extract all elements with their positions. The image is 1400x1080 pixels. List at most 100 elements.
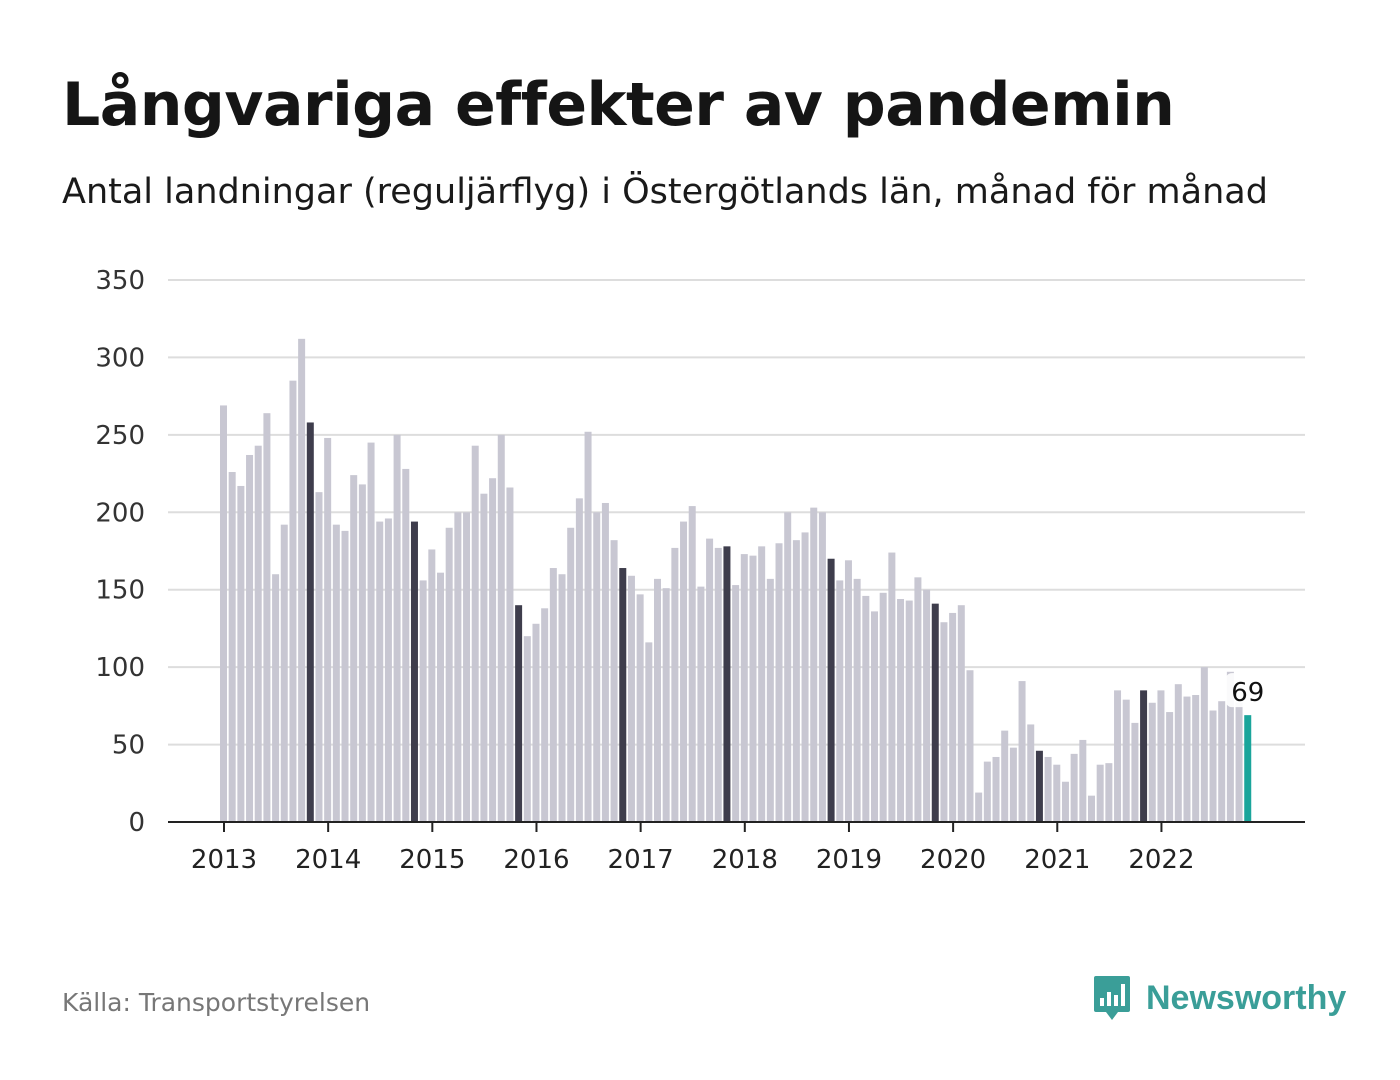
bar bbox=[1166, 712, 1174, 822]
bar bbox=[298, 338, 306, 822]
bar bbox=[1192, 695, 1200, 822]
bar-latest bbox=[1244, 715, 1252, 822]
bar bbox=[966, 670, 974, 822]
bar bbox=[272, 574, 280, 822]
bar bbox=[419, 580, 427, 822]
bar bbox=[1122, 699, 1130, 822]
bar bbox=[228, 472, 236, 822]
bar bbox=[914, 577, 922, 822]
bar bbox=[558, 574, 566, 822]
bar bbox=[871, 611, 878, 822]
bar bbox=[1235, 702, 1243, 822]
source-note: Källa: Transportstyrelsen bbox=[62, 988, 371, 1017]
bar bbox=[532, 623, 540, 822]
bar bbox=[384, 518, 392, 822]
bar bbox=[428, 549, 436, 822]
bar bbox=[1044, 756, 1052, 822]
bar bbox=[1105, 763, 1113, 822]
bar bbox=[1096, 764, 1104, 822]
bar bbox=[801, 532, 809, 822]
bar bbox=[697, 586, 705, 822]
bar bbox=[949, 612, 957, 822]
bar bbox=[506, 487, 514, 822]
bar bbox=[445, 527, 453, 822]
y-tick-label: 100 bbox=[95, 653, 145, 683]
bar bbox=[1018, 681, 1026, 822]
bar bbox=[1174, 684, 1182, 822]
x-tick-label: 2018 bbox=[712, 845, 778, 875]
bar bbox=[1035, 750, 1043, 822]
bar bbox=[454, 512, 462, 822]
bar bbox=[1131, 722, 1139, 822]
x-tick-label: 2014 bbox=[295, 845, 361, 875]
bar bbox=[1001, 730, 1009, 822]
bar bbox=[263, 413, 271, 822]
y-axis-ticks: 0 50 100 150 200 250 300 350 bbox=[95, 266, 145, 838]
bars bbox=[220, 338, 1252, 822]
bar bbox=[1114, 690, 1122, 822]
x-tick-label: 2015 bbox=[399, 845, 465, 875]
x-tick-label: 2017 bbox=[608, 845, 674, 875]
bar bbox=[341, 530, 349, 822]
bar bbox=[332, 524, 340, 822]
y-tick-label: 0 bbox=[128, 808, 145, 838]
bar bbox=[220, 405, 227, 822]
bar bbox=[723, 546, 731, 822]
bar bbox=[775, 543, 783, 822]
data-label-background bbox=[1225, 673, 1270, 708]
bar bbox=[237, 485, 245, 822]
bar bbox=[923, 589, 931, 822]
bar bbox=[714, 547, 722, 822]
bar bbox=[358, 484, 366, 822]
bar bbox=[306, 422, 314, 822]
bar bbox=[827, 558, 835, 822]
bar bbox=[254, 445, 262, 822]
bar bbox=[1148, 702, 1156, 822]
x-tick-label: 2019 bbox=[816, 845, 882, 875]
bar bbox=[688, 506, 696, 822]
latest-value-label: 69 bbox=[1231, 678, 1264, 708]
bar bbox=[766, 578, 774, 822]
bar bbox=[324, 437, 332, 822]
y-tick-label: 50 bbox=[112, 731, 145, 761]
newsworthy-logo-icon bbox=[1094, 976, 1130, 1020]
bar bbox=[280, 524, 288, 822]
bar bbox=[645, 642, 653, 822]
bar bbox=[732, 585, 740, 822]
bar bbox=[1157, 690, 1165, 822]
bar bbox=[515, 605, 523, 822]
bar bbox=[1200, 667, 1208, 822]
bar bbox=[706, 538, 714, 822]
bar bbox=[480, 493, 488, 822]
bar bbox=[853, 578, 861, 822]
bar bbox=[975, 792, 983, 822]
bar bbox=[1218, 701, 1226, 822]
page-title: Långvariga effekter av pandemin bbox=[62, 70, 1175, 140]
bar bbox=[619, 568, 627, 822]
bar bbox=[1209, 710, 1217, 822]
bar bbox=[289, 380, 297, 822]
y-tick-label: 350 bbox=[95, 266, 145, 296]
bar bbox=[541, 608, 549, 822]
bar bbox=[393, 434, 401, 822]
bar bbox=[523, 636, 531, 822]
bar bbox=[437, 572, 444, 822]
bar bbox=[740, 554, 748, 822]
bar bbox=[497, 434, 505, 822]
bar bbox=[810, 507, 818, 822]
y-tick-label: 200 bbox=[95, 498, 145, 528]
bar bbox=[246, 454, 254, 822]
y-tick-label: 250 bbox=[95, 421, 145, 451]
bar bbox=[584, 431, 592, 822]
bar bbox=[662, 588, 670, 822]
bar bbox=[940, 622, 948, 822]
bar bbox=[671, 547, 679, 822]
bar bbox=[350, 475, 358, 822]
bar bbox=[844, 560, 852, 822]
bar bbox=[1053, 764, 1061, 822]
y-tick-label: 150 bbox=[95, 576, 145, 606]
bar bbox=[1027, 724, 1035, 822]
bar bbox=[905, 600, 913, 822]
bar bbox=[315, 492, 323, 822]
x-axis-ticks: 2013 2014 2015 2016 2017 2018 2019 2020 2021 2022 bbox=[191, 822, 1195, 875]
